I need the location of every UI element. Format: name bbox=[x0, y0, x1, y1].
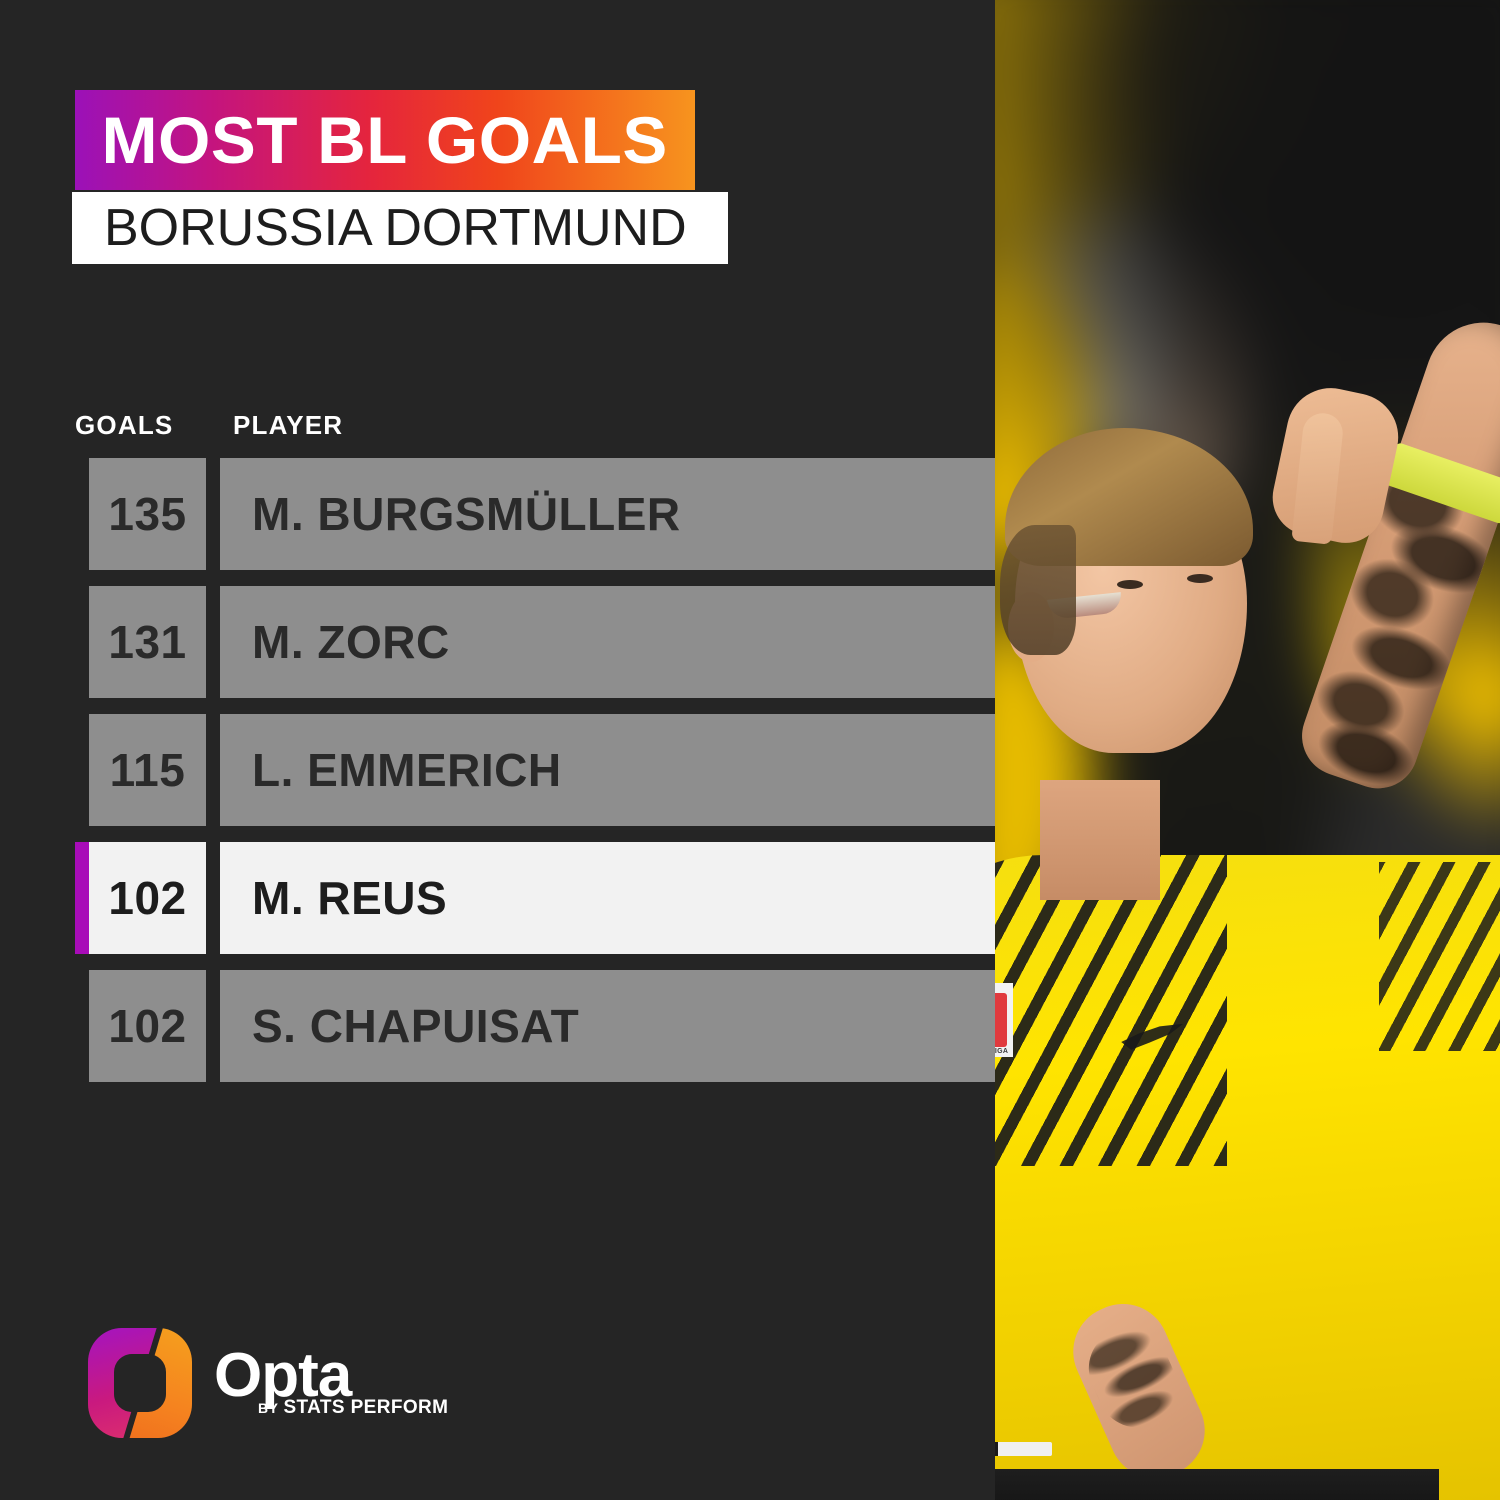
title-bar: MOST BL GOALS bbox=[75, 90, 695, 190]
player-cell: M. REUS bbox=[220, 842, 995, 954]
goals-value: 102 bbox=[108, 1000, 187, 1052]
goals-value: 115 bbox=[109, 744, 186, 796]
jersey-hem-tag bbox=[995, 1441, 1052, 1456]
goals-cell: 131 bbox=[89, 586, 206, 698]
player-name: M. REUS bbox=[252, 872, 448, 924]
leaderboard-table: 135 M. BURGSMÜLLER 131 M. ZORC 115 L. EMMERIC… bbox=[75, 458, 995, 1098]
forearm-tattoo bbox=[1075, 1314, 1191, 1440]
column-header-player: PLAYER bbox=[233, 410, 344, 440]
player-name: M. ZORC bbox=[252, 616, 450, 668]
table-row: 115 L. EMMERICH bbox=[75, 714, 995, 826]
title-block: MOST BL GOALS BORUSSIA DORTMUND bbox=[72, 90, 728, 264]
bundesliga-patch-inner bbox=[995, 993, 1007, 1048]
column-header-goals: GOALS bbox=[75, 410, 174, 440]
player-name: L. EMMERICH bbox=[252, 744, 562, 796]
opta-by-label: BY bbox=[258, 1400, 279, 1417]
row-accent-bar bbox=[75, 842, 89, 954]
table-row: 131 M. ZORC bbox=[75, 586, 995, 698]
opta-logo: Opta BY STATS PERFORM bbox=[88, 1328, 448, 1438]
player-photo: BUNDESLIGA bbox=[995, 0, 1500, 1500]
jersey-shoulder-stripes bbox=[1378, 861, 1500, 1051]
bundesliga-patch: BUNDESLIGA bbox=[995, 983, 1013, 1058]
goals-cell: 115 bbox=[89, 714, 206, 826]
neck bbox=[1040, 780, 1161, 900]
opta-wordmark: Opta BY STATS PERFORM bbox=[214, 1340, 448, 1420]
opta-brand-label: STATS PERFORM bbox=[283, 1397, 449, 1419]
player-cell: S. CHAPUISAT bbox=[220, 970, 995, 1082]
column-headers: GOALS PLAYER bbox=[75, 410, 775, 444]
player-cell: L. EMMERICH bbox=[220, 714, 995, 826]
goals-value: 102 bbox=[108, 872, 187, 924]
cell-gap bbox=[206, 842, 220, 954]
goals-cell: 135 bbox=[89, 458, 206, 570]
cell-gap bbox=[206, 586, 220, 698]
lower-forearm bbox=[1058, 1288, 1220, 1493]
table-row: 135 M. BURGSMÜLLER bbox=[75, 458, 995, 570]
jersey: BUNDESLIGA bbox=[995, 855, 1500, 1500]
table-row: 102 S. CHAPUISAT bbox=[75, 970, 995, 1082]
page-title: MOST BL GOALS bbox=[101, 103, 668, 177]
player-cell: M. ZORC bbox=[220, 586, 995, 698]
eye-right bbox=[1186, 574, 1213, 584]
shorts bbox=[995, 1469, 1440, 1500]
opta-mark-hole bbox=[114, 1354, 166, 1412]
goals-value: 131 bbox=[108, 616, 187, 668]
page-subtitle: BORUSSIA DORTMUND bbox=[104, 199, 687, 257]
player-cell: M. BURGSMÜLLER bbox=[220, 458, 995, 570]
subtitle-bar: BORUSSIA DORTMUND bbox=[72, 192, 728, 264]
table-row: 102 M. REUS bbox=[75, 842, 995, 954]
bundesliga-patch-label: BUNDESLIGA bbox=[995, 1048, 1009, 1056]
eye-left bbox=[1117, 580, 1144, 590]
goals-cell: 102 bbox=[89, 842, 206, 954]
player-name: M. BURGSMÜLLER bbox=[252, 488, 681, 540]
cell-gap bbox=[206, 970, 220, 1082]
opta-text: Opta bbox=[214, 1340, 352, 1410]
player-name: S. CHAPUISAT bbox=[252, 1000, 580, 1052]
cell-gap bbox=[206, 458, 220, 570]
opta-mark-icon bbox=[88, 1328, 192, 1438]
hair-fade bbox=[1000, 525, 1077, 655]
goals-value: 135 bbox=[108, 488, 187, 540]
cell-gap bbox=[206, 714, 220, 826]
goals-cell: 102 bbox=[89, 970, 206, 1082]
jersey-stripes bbox=[995, 855, 1228, 1166]
opta-byline: BY STATS PERFORM bbox=[258, 1397, 448, 1419]
